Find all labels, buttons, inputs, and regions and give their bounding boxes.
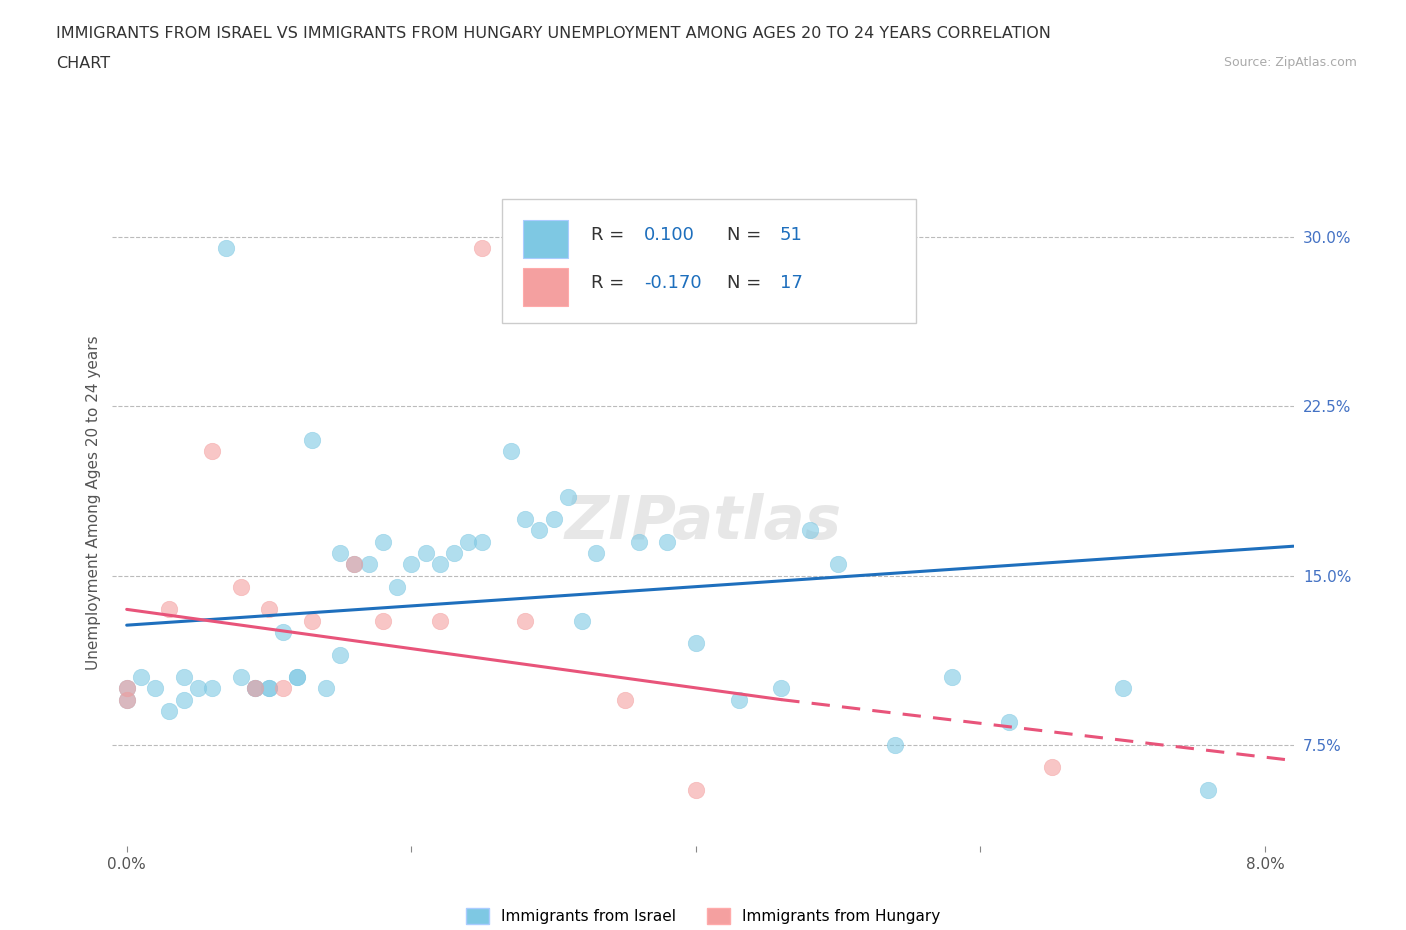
Point <box>257 602 280 617</box>
Point <box>229 670 252 684</box>
Point <box>157 703 180 718</box>
Point <box>173 670 195 684</box>
Text: R =: R = <box>591 226 630 245</box>
Point <box>499 444 522 458</box>
Point <box>215 241 238 256</box>
Point <box>243 681 266 696</box>
Text: N =: N = <box>727 274 766 292</box>
Point <box>143 681 166 696</box>
Point <box>115 681 138 696</box>
Point <box>571 613 593 628</box>
Text: N =: N = <box>727 226 766 245</box>
Bar <box>523 268 568 306</box>
Point <box>685 636 707 651</box>
Text: 0.100: 0.100 <box>644 226 695 245</box>
Point <box>385 579 408 594</box>
Point <box>129 670 152 684</box>
Point <box>1197 782 1219 797</box>
Point <box>243 681 266 696</box>
Bar <box>502 199 915 324</box>
Point <box>301 432 323 447</box>
Point <box>799 523 821 538</box>
Point <box>229 579 252 594</box>
Point <box>371 534 394 549</box>
Point <box>271 625 294 640</box>
Point <box>884 737 907 752</box>
Point <box>329 546 352 561</box>
Point <box>827 557 849 572</box>
Point <box>201 681 224 696</box>
Point <box>513 613 536 628</box>
Point <box>287 670 309 684</box>
Point <box>257 681 280 696</box>
Text: 51: 51 <box>780 226 803 245</box>
Point <box>343 557 366 572</box>
Point <box>329 647 352 662</box>
Point <box>613 692 636 707</box>
Point <box>301 613 323 628</box>
Point <box>543 512 565 526</box>
Point <box>471 534 494 549</box>
Point <box>429 613 451 628</box>
Bar <box>523 220 568 258</box>
Point <box>513 512 536 526</box>
Point <box>115 692 138 707</box>
Point <box>201 444 224 458</box>
Point <box>157 602 180 617</box>
Point <box>457 534 479 549</box>
Point <box>401 557 423 572</box>
Point <box>627 534 650 549</box>
Text: 17: 17 <box>780 274 803 292</box>
Point <box>1112 681 1135 696</box>
Point <box>115 692 138 707</box>
Point <box>471 241 494 256</box>
Point <box>173 692 195 707</box>
Point <box>998 715 1021 730</box>
Point <box>770 681 793 696</box>
Point <box>529 523 551 538</box>
Point <box>727 692 749 707</box>
Point <box>371 613 394 628</box>
Point <box>187 681 209 696</box>
Point <box>271 681 294 696</box>
Point <box>557 489 579 504</box>
Point <box>243 681 266 696</box>
Text: CHART: CHART <box>56 56 110 71</box>
Legend: Immigrants from Israel, Immigrants from Hungary: Immigrants from Israel, Immigrants from … <box>460 902 946 930</box>
Point <box>685 782 707 797</box>
Text: Source: ZipAtlas.com: Source: ZipAtlas.com <box>1223 56 1357 69</box>
Point <box>357 557 380 572</box>
Point <box>257 681 280 696</box>
Text: -0.170: -0.170 <box>644 274 702 292</box>
Text: IMMIGRANTS FROM ISRAEL VS IMMIGRANTS FROM HUNGARY UNEMPLOYMENT AMONG AGES 20 TO : IMMIGRANTS FROM ISRAEL VS IMMIGRANTS FRO… <box>56 26 1052 41</box>
Point <box>115 681 138 696</box>
Point <box>443 546 465 561</box>
Point <box>1040 760 1063 775</box>
Y-axis label: Unemployment Among Ages 20 to 24 years: Unemployment Among Ages 20 to 24 years <box>86 335 101 670</box>
Point <box>941 670 963 684</box>
Point <box>287 670 309 684</box>
Point <box>429 557 451 572</box>
Text: R =: R = <box>591 274 630 292</box>
Point <box>657 534 679 549</box>
Point <box>315 681 337 696</box>
Point <box>585 546 607 561</box>
Text: ZIPatlas: ZIPatlas <box>564 493 842 552</box>
Point <box>343 557 366 572</box>
Point <box>415 546 437 561</box>
